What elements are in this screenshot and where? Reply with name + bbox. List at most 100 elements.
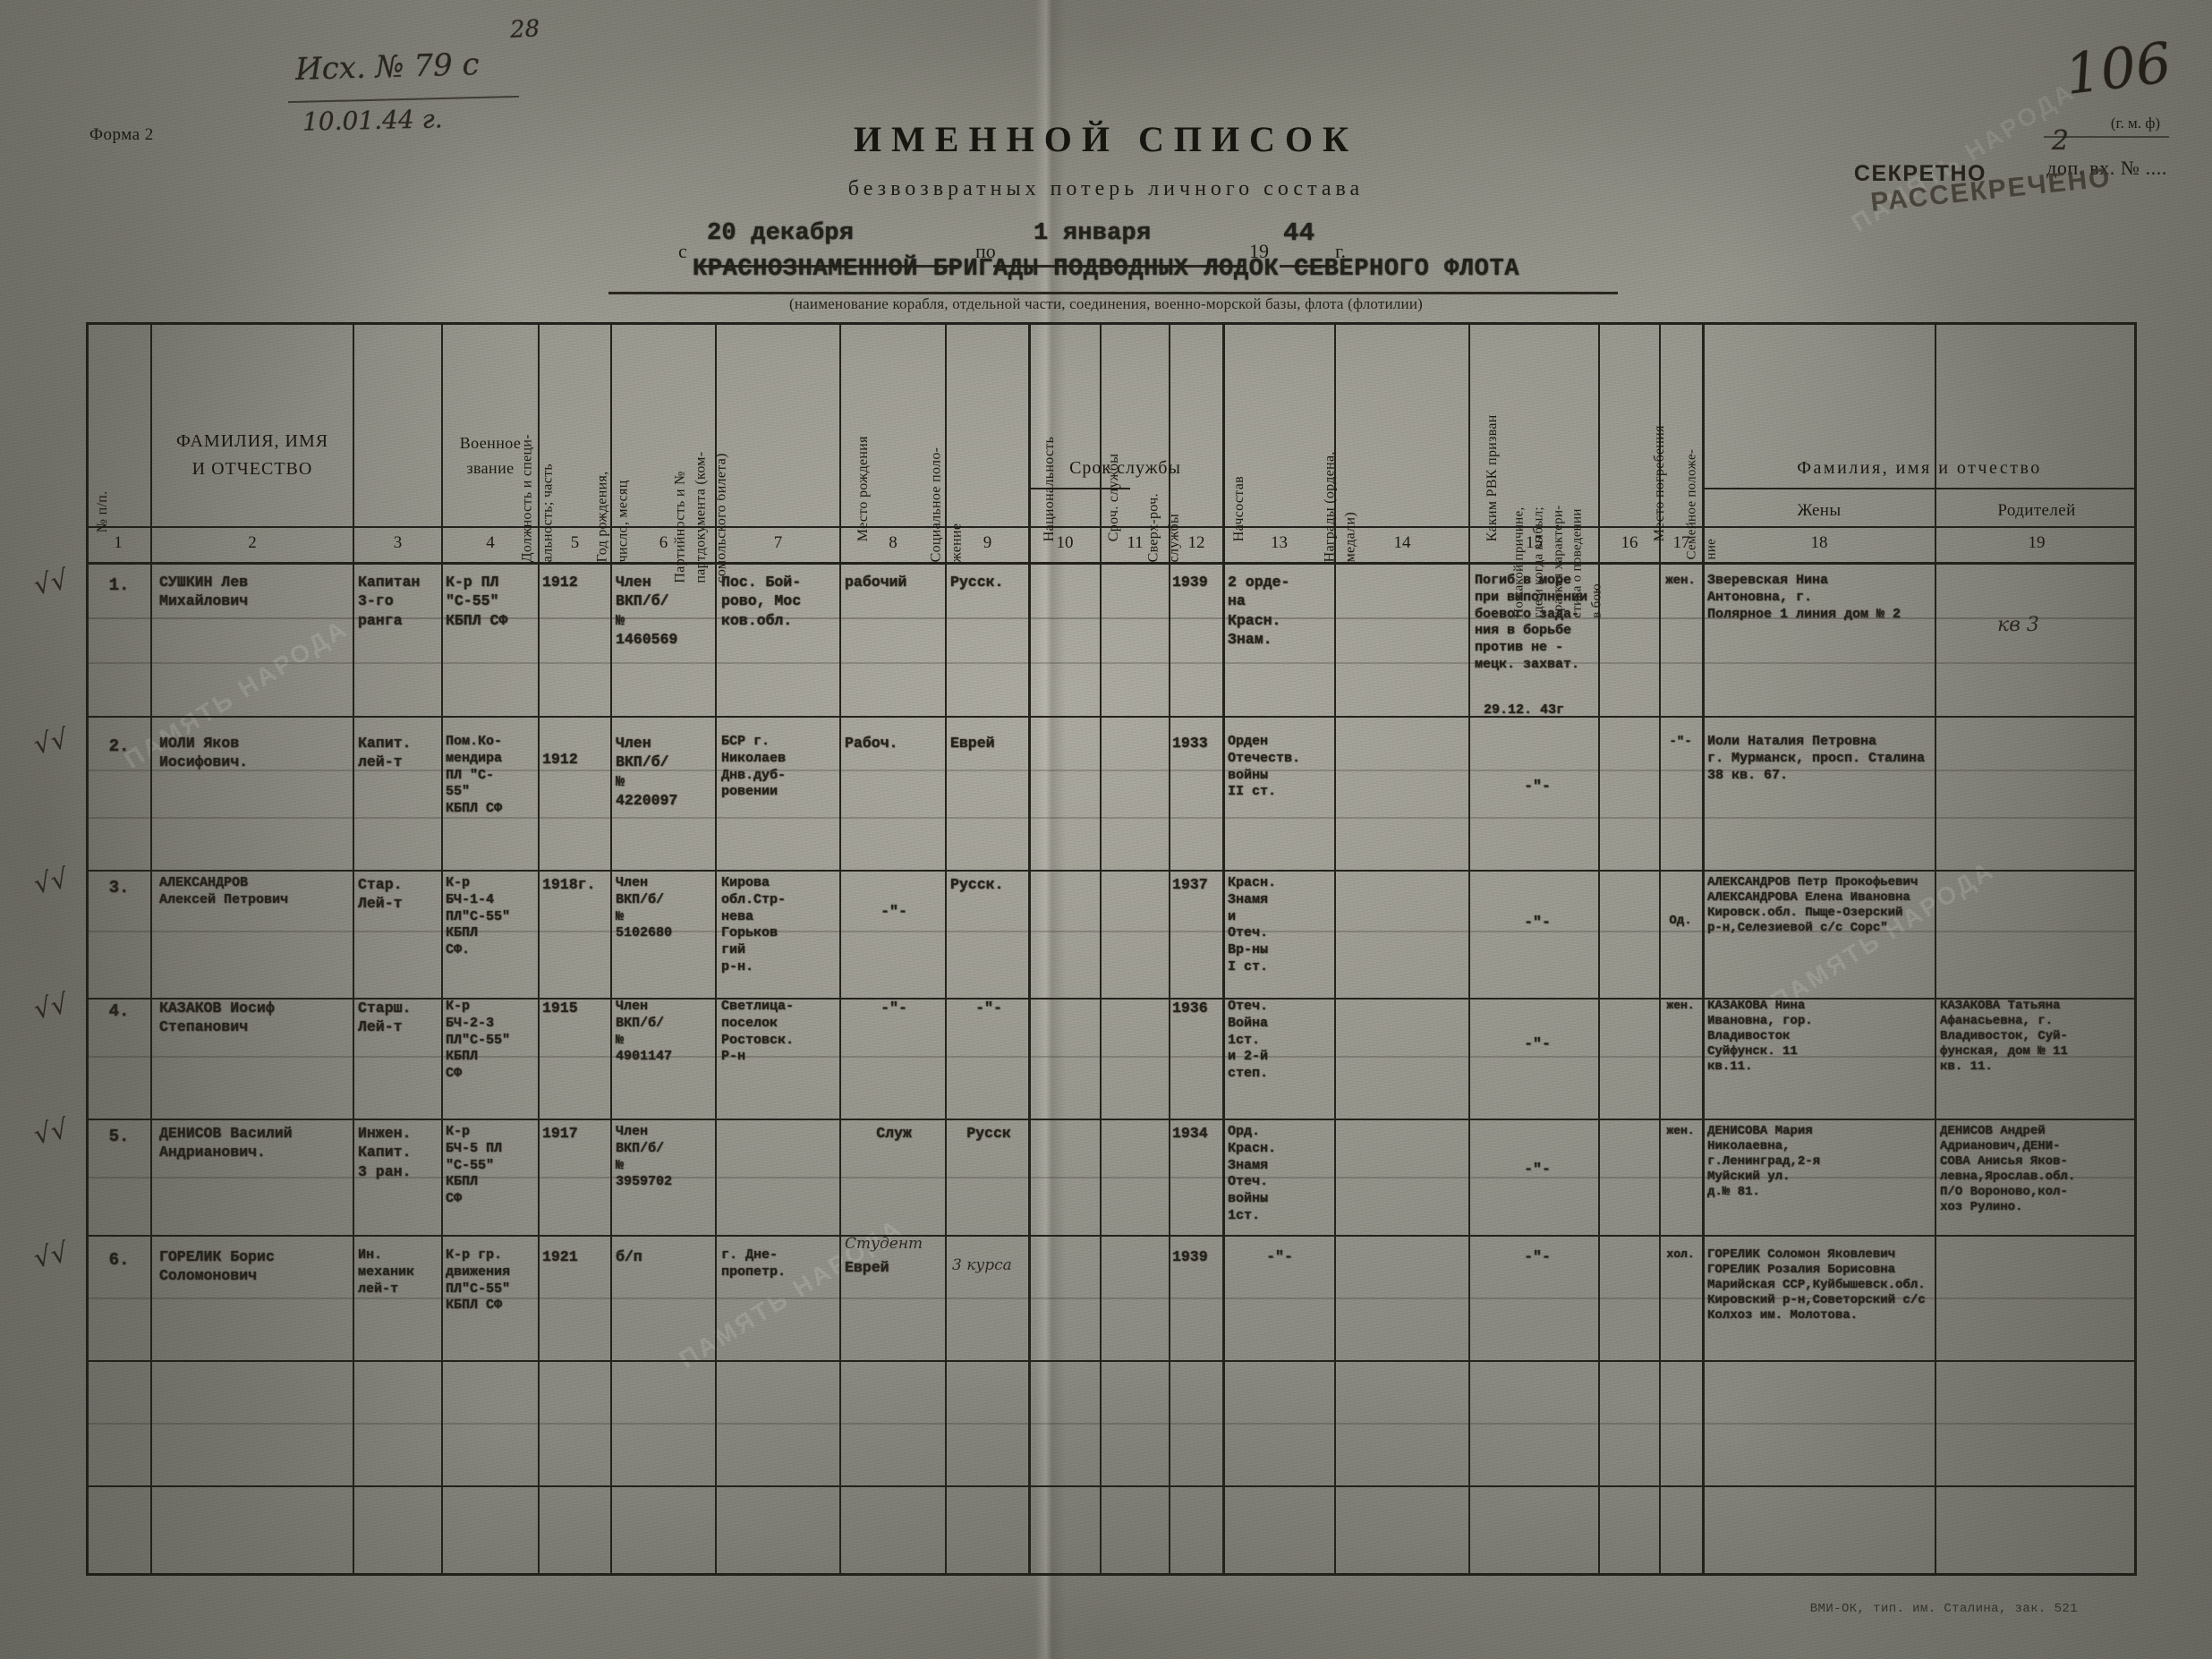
row-position: К-р БЧ-2-3 ПЛ"С-55" КБПЛ СФ [446,999,511,1081]
colnum-17: 17 [1672,533,1690,552]
row-term-command: 1933 [1172,735,1208,752]
row-birth-year: 1915 [542,1000,578,1017]
colnum-3: 3 [393,533,403,552]
colnum-13: 13 [1271,533,1288,552]
row-separator [86,1360,2137,1362]
row-nationality: Русск [966,1125,1011,1142]
row-nationality: Русск. [950,876,1004,893]
row-name: КАЗАКОВ Иосиф Степанович [159,1000,275,1036]
period-to-rule [993,265,1244,268]
row-cause: -"- [1524,778,1551,795]
ref-underline [288,95,519,104]
row-rank: Капитан 3-го ранга [358,574,421,629]
year-suffix: г. [1335,240,1347,262]
service-group-rule [1028,488,1130,489]
guide-line [86,817,2137,819]
row-party: Член ВКП/б/ № 5102680 [616,875,673,941]
row-birthplace: Светлица- поселок Ростовск. Р-н [721,999,795,1065]
row-num: 1. [108,575,130,595]
row-awards: Орден Отечеств. войны II ст. [1228,734,1301,800]
table-right-border [2134,322,2137,1575]
row-term-command: 1939 [1172,1248,1208,1265]
colnum-10: 10 [1056,533,1074,552]
row-birthplace: БСР г. Николаев Днв.дуб- ровении [721,734,787,800]
row-term-command: 1934 [1172,1125,1208,1142]
colnum-6: 6 [659,533,668,552]
row-nationality: Еврей [950,735,995,752]
col-rule-7 [839,322,841,1575]
row-num: 5. [108,1127,130,1146]
paper-fold-crease [1035,0,1066,1659]
row-birth-year: 1917 [542,1125,578,1142]
row-num: 6. [108,1250,130,1270]
row-separator [86,1119,2137,1120]
row-cause: -"- [1524,914,1551,931]
header-term-command: Начсостав [1230,475,1246,542]
col-rule-3 [441,322,443,1575]
colnum-14: 14 [1393,533,1411,552]
unit-name: КРАСНОЗНАМЕННОЙ БРИГАДЫ ПОДВОДНЫХ ЛОДОК … [692,256,1520,283]
col-rule-10 [1100,322,1102,1575]
col-rule-9 [1028,322,1031,1575]
page-number-top: 28 [509,15,540,44]
row-party: Член ВКП/б/ № 4901147 [616,999,673,1065]
row-separator [86,716,2137,718]
incoming-doc-number-hand: 2 [2051,125,2069,157]
row-name: СУШКИН Лев Михайлович [159,574,249,610]
row-awards: Красн. Знамя и Отеч. Вр-ны I ст. [1228,875,1277,974]
row-nationality: Русск. [950,574,1004,591]
row-family-status: хол. [1666,1247,1695,1261]
row-name: АЛЕКСАНДРОВ Алексей Петрович [159,875,289,907]
colnum-8: 8 [889,533,898,552]
header-wife: Жены [1797,501,1842,520]
colnum-4: 4 [486,533,495,552]
row-family-status: Од. [1669,914,1692,928]
incoming-doc-number: доп. вх. № .... [2046,157,2167,179]
row-rank: Ин. механик лей-т [358,1247,415,1297]
header-rank: Военное звание [459,434,522,477]
colnum-5: 5 [570,533,580,552]
row-awards: -"- [1266,1248,1293,1265]
header-name: ФАМИЛИЯ, ИМЯ И ОТЧЕСТВО [175,431,329,479]
row-social: Еврей [845,1259,889,1276]
row-birth-year: 1918г. [542,876,596,893]
row-wife-handwritten: кв 3 [1997,614,2039,636]
year-rule [1280,265,1333,268]
unit-rule [608,292,1618,294]
row-term-command: 1936 [1172,1000,1208,1017]
printer-imprint: ВМИ-ОК, тип. им. Сталина, зак. 521 [1809,1602,2078,1616]
row-social: Рабоч. [845,735,898,752]
colnum-1: 1 [114,533,123,552]
col-rule-12 [1222,322,1225,1575]
row-party: Член ВКП/б/ № 4220097 [616,735,678,810]
row-separator [86,870,2137,872]
document-title: ИМЕННОЙ СПИСОК [853,119,1359,159]
period-from-rule [698,265,957,268]
row-family-status: жен. [1665,574,1696,588]
colnum-19: 19 [2028,533,2046,552]
row-social: Служ [876,1125,912,1142]
period-to-label: по [975,240,996,262]
year-prefix: 19 [1249,240,1269,262]
col-rule-11 [1169,322,1170,1575]
row-birthplace: Кирова обл.Стр- нева Горьков гий р-н. [721,875,787,974]
col-rule-18 [1935,322,1936,1575]
row-cause: -"- [1524,1035,1551,1052]
margin-check-mark: √√ [30,1113,72,1152]
row-separator [86,998,2137,1000]
row-num: 3. [108,878,130,898]
row-wife: Иоли Наталия Петровна г. Мурманск, просп… [1707,734,1926,783]
header-rvk: Каким РВК призван [1484,414,1500,542]
row-social: рабочий [845,574,907,591]
year-value: 44 [1283,218,1315,248]
table-left-border [86,322,89,1575]
row-party: Член ВКП/б/ № 3959702 [616,1124,673,1190]
margin-check-mark: √√ [30,723,72,761]
row-birth-year: 1912 [542,751,578,768]
row-nationality: -"- [975,1000,1002,1017]
col-rule-8 [945,322,947,1575]
col-rule-2 [353,322,354,1575]
colnum-9: 9 [983,533,992,552]
relatives-group-rule [1702,488,2137,489]
